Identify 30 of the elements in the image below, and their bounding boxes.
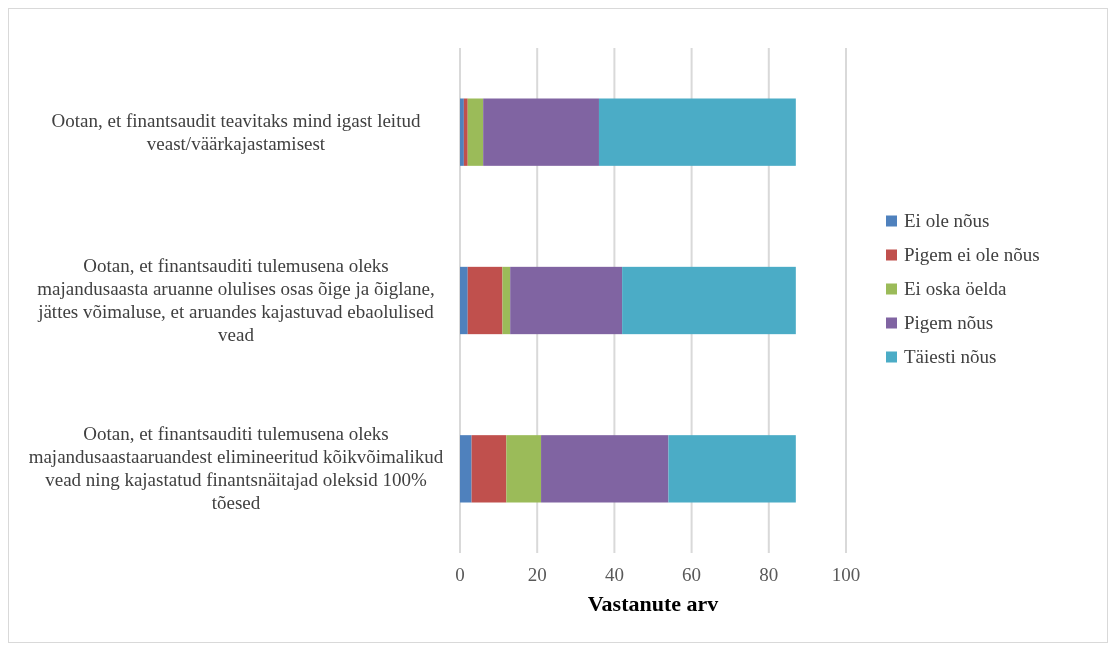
x-tick-label: 80 xyxy=(759,564,779,585)
bar xyxy=(467,98,484,166)
bar xyxy=(502,266,511,335)
bar xyxy=(463,98,468,166)
legend-label: Pigem nõus xyxy=(904,311,994,333)
x-tick-label: 40 xyxy=(604,564,624,585)
bar xyxy=(622,266,796,335)
x-axis-title: Vastanute arv xyxy=(587,591,719,616)
legend-label: Täiesti nõus xyxy=(904,345,997,367)
y-tick-label: Ootan, et finantsauditi tulemusena oleks majandusaasta aruanne olulises osas õige ja õiglane, jättes võimaluse, et aruandes kajastuvad ebaolulised vead xyxy=(37,255,435,345)
x-tick-label: 60 xyxy=(682,564,702,585)
bar xyxy=(467,266,503,335)
y-tick-label: Ootan, et finantsauditi tulemusena oleks majandusaastaaruandest elimineeritud kõikvõimalikud vead ning kajastatud finantsnäitajad oleksid 100% tõesed xyxy=(28,423,444,514)
bar xyxy=(483,98,599,166)
bar xyxy=(598,98,796,166)
legend-label: Ei oska öelda xyxy=(904,277,1007,299)
bar xyxy=(506,435,542,503)
legend-label: Pigem ei ole nõus xyxy=(904,243,1040,265)
x-tick-label: 20 xyxy=(527,564,547,585)
bar xyxy=(668,435,796,503)
bar xyxy=(460,98,464,166)
bar xyxy=(471,435,507,503)
x-tick-label: 100 xyxy=(831,564,861,585)
x-tick-label: 0 xyxy=(455,564,465,585)
bar xyxy=(510,266,623,335)
legend-label: Ei ole nõus xyxy=(904,209,990,231)
bar xyxy=(460,435,472,503)
y-tick-label: Ootan, et finantsaudit teavitaks mind igast leitud veast/väärkajastamisest xyxy=(51,109,421,154)
bar xyxy=(460,266,468,335)
bar xyxy=(541,435,669,503)
